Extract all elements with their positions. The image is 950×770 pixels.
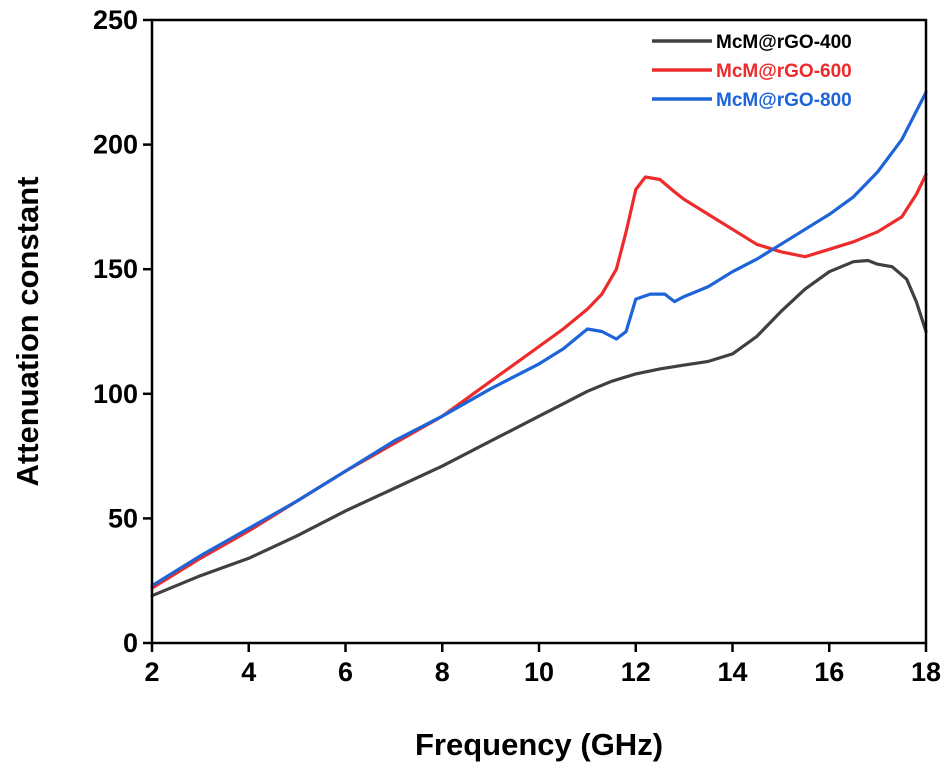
x-tick-label: 4 <box>241 657 256 687</box>
x-tick-label: 16 <box>814 657 844 687</box>
x-tick-label: 10 <box>524 657 554 687</box>
legend-label: McM@rGO-600 <box>716 61 852 82</box>
y-axis-title: Attenuation constant <box>10 177 45 487</box>
x-axis: 2 4 6 8 10 12 14 16 18 <box>144 643 941 687</box>
y-tick-label: 0 <box>123 628 138 658</box>
y-tick-label: 200 <box>93 130 138 160</box>
y-tick-label: 150 <box>93 254 138 284</box>
legend-label: McM@rGO-400 <box>716 32 852 53</box>
legend: McM@rGO-400 McM@rGO-600 McM@rGO-800 <box>652 32 852 111</box>
series-line-1 <box>150 258 928 598</box>
x-tick-label: 6 <box>338 657 353 687</box>
x-tick-label: 8 <box>435 657 450 687</box>
x-tick-label: 2 <box>144 657 159 687</box>
x-tick-label: 14 <box>717 657 747 687</box>
y-axis: 0 50 100 150 200 250 <box>93 5 152 658</box>
series-layer <box>150 90 928 598</box>
x-tick-label: 18 <box>911 657 941 687</box>
series-line-3 <box>150 90 928 588</box>
y-tick-label: 250 <box>93 5 138 35</box>
y-tick-label: 50 <box>108 503 138 533</box>
legend-label: McM@rGO-800 <box>716 90 852 111</box>
y-tick-label: 100 <box>93 379 138 409</box>
series-line-2 <box>150 172 928 590</box>
x-tick-label: 12 <box>621 657 651 687</box>
x-axis-title: Frequency (GHz) <box>415 727 663 762</box>
